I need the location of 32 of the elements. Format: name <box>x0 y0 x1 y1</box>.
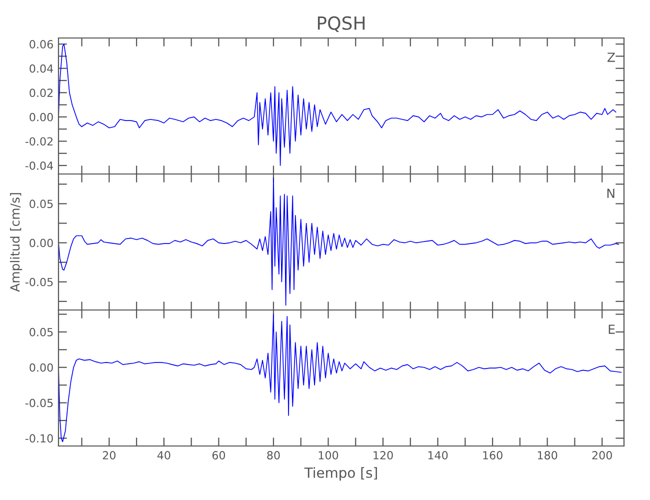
y-tick-label: 0.00 <box>30 238 53 248</box>
line-series <box>58 177 619 306</box>
x-tick-label: 80 <box>267 451 280 460</box>
annotation: Z <box>608 52 615 62</box>
x-tick-label: 200 <box>592 451 612 460</box>
y-axis-title: Amplitud [cm/s] <box>10 193 22 292</box>
y-tick-label: -0.02 <box>25 137 53 146</box>
y-tick-label: 0.05 <box>30 328 53 336</box>
line-series <box>58 314 622 442</box>
x-tick-label: 20 <box>102 451 116 460</box>
y-tick-label: 0.05 <box>30 200 53 208</box>
y-tick-label: 0.00 <box>30 112 53 122</box>
annotation: E <box>608 324 615 334</box>
chart-title: PQSH <box>318 16 365 32</box>
y-tick-label: -0.04 <box>25 161 54 170</box>
y-tick-label: -0.05 <box>25 398 53 408</box>
x-tick-label: 100 <box>318 451 338 460</box>
y-tick-label: -0.10 <box>25 434 53 443</box>
y-tick-label: 0.04 <box>30 64 54 73</box>
y-tick-label: -0.05 <box>25 278 53 286</box>
y-tick-label: 0.02 <box>30 88 53 98</box>
annotation: N <box>607 188 614 198</box>
x-tick-label: 140 <box>428 451 448 460</box>
x-tick-label: 60 <box>212 451 226 460</box>
x-tick-label: 40 <box>157 451 170 460</box>
x-tick-label: 160 <box>483 451 502 460</box>
x-tick-label: 120 <box>374 451 393 460</box>
x-axis-title: Tiempo [s] <box>304 467 377 481</box>
y-tick-label: 0.06 <box>30 40 53 48</box>
x-tick-label: 180 <box>538 451 558 460</box>
y-tick-label: 0.00 <box>30 363 53 372</box>
line-series <box>58 44 616 166</box>
